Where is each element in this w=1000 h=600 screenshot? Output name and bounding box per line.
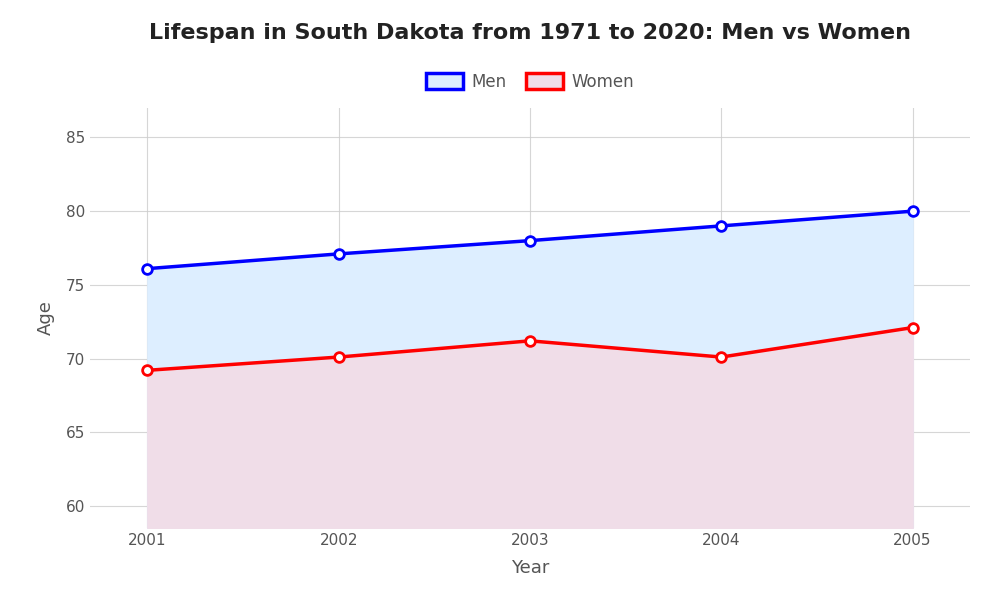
Y-axis label: Age: Age: [37, 301, 55, 335]
X-axis label: Year: Year: [511, 559, 549, 577]
Legend: Men, Women: Men, Women: [419, 66, 641, 97]
Title: Lifespan in South Dakota from 1971 to 2020: Men vs Women: Lifespan in South Dakota from 1971 to 20…: [149, 23, 911, 43]
